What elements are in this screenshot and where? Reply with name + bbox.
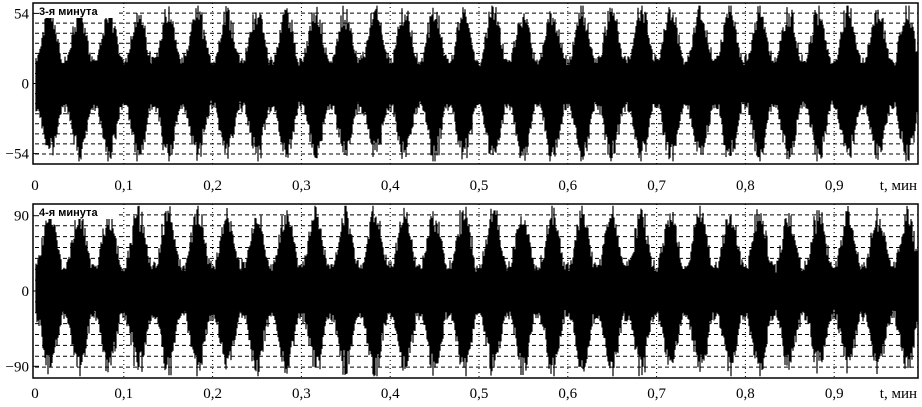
panel-title: 4-я минута — [39, 207, 98, 219]
signal-trace — [35, 5, 918, 162]
x-tick-label: 0 — [31, 386, 39, 402]
y-tick-label: 90 — [14, 209, 29, 225]
x-axis-label: t, мин — [880, 178, 917, 194]
x-tick-label: 0,5 — [470, 386, 489, 402]
x-tick-label: 0,8 — [736, 386, 755, 402]
panel-title: 3-я минута — [39, 6, 98, 18]
x-tick-label: 0,1 — [114, 178, 133, 194]
panel-label-bg — [35, 205, 117, 219]
x-tick-label: 0,2 — [203, 178, 222, 194]
x-tick-label: 0,8 — [736, 178, 755, 194]
y-tick-label: 0 — [22, 77, 30, 93]
x-tick-label: 0,9 — [825, 178, 844, 194]
y-tick-label: −54 — [6, 147, 30, 163]
x-axis-label: t, мин — [880, 386, 917, 402]
x-tick-label: 0,3 — [292, 178, 311, 194]
x-tick-label: 0 — [31, 178, 39, 194]
x-tick-label: 0,4 — [381, 178, 400, 194]
x-tick-label: 0,7 — [647, 386, 666, 402]
x-tick-label: 0,5 — [470, 178, 489, 194]
y-tick-label: 0 — [22, 284, 30, 300]
x-tick-label: 0,6 — [558, 178, 577, 194]
x-tick-label: 0,1 — [114, 386, 133, 402]
x-tick-label: 0,4 — [381, 386, 400, 402]
y-tick-label: 54 — [14, 6, 30, 22]
x-tick-label: 0,7 — [647, 178, 666, 194]
signal-trace — [35, 205, 918, 377]
x-tick-label: 0,6 — [558, 386, 577, 402]
x-tick-label: 0,3 — [292, 386, 311, 402]
x-tick-label: 0,2 — [203, 386, 222, 402]
panel-label-bg — [35, 4, 117, 18]
x-tick-label: 0,9 — [825, 386, 844, 402]
y-tick-label: −90 — [6, 359, 29, 375]
